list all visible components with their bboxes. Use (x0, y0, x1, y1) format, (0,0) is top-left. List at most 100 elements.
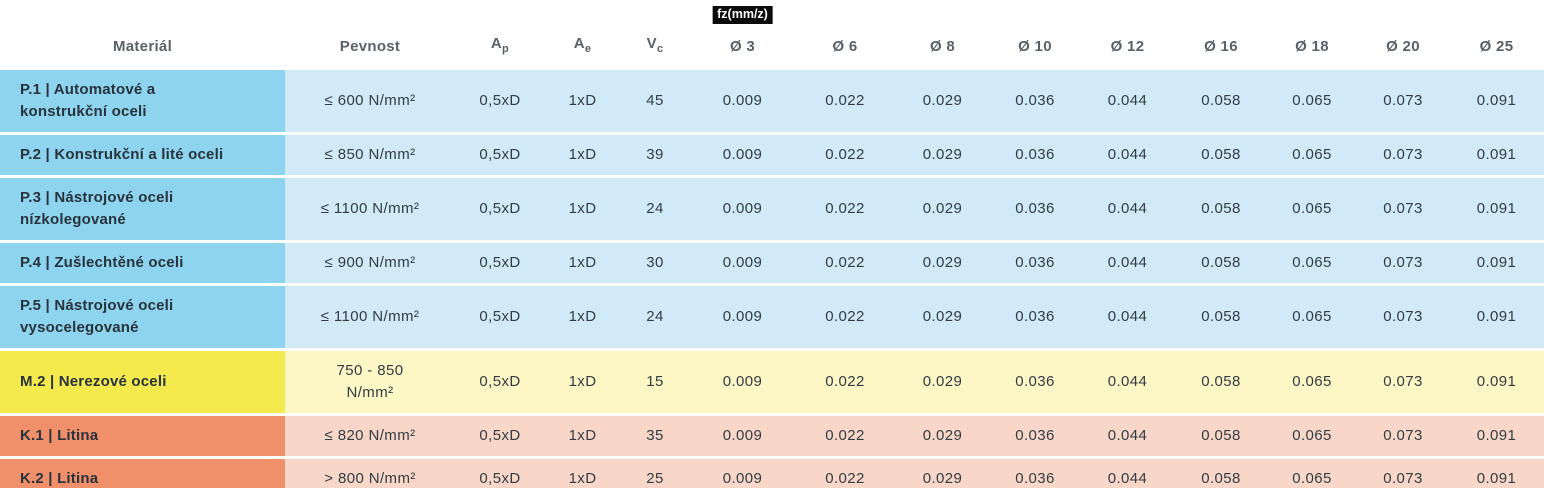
fz-cell-d20: 0.073 (1357, 240, 1449, 285)
table-row-p-2: P.3 | Nástrojové oceli nízkolegované ≤ 11… (0, 175, 1544, 242)
fz-cell-d12: 0.044 (1080, 175, 1175, 242)
fz-cell-d3: 0.009 (690, 413, 795, 458)
column-header-ae: Ae (545, 0, 620, 69)
fz-cell-d16: 0.058 (1175, 413, 1267, 458)
fz-cell-d8: 0.029 (895, 132, 990, 177)
fz-cell-d25: 0.091 (1449, 132, 1544, 177)
vc-label: V (646, 35, 657, 52)
diameter-3-label: Ø 3 (729, 38, 756, 55)
header-row: Materiál Pevnost Ap Ae Vc fz(mm/z) Ø 3 Ø… (0, 0, 1544, 69)
fz-cell-d18: 0.065 (1267, 456, 1357, 488)
vc-cell: 30 (620, 240, 690, 285)
fz-cell-d10: 0.036 (990, 67, 1080, 134)
table-row-p-1: P.2 | Konstrukční a lité oceli ≤ 850 N/mm… (0, 132, 1544, 177)
material-cell: P.5 | Nástrojové oceli vysocelegované (0, 283, 285, 350)
column-header-diameter-20: Ø 20 (1357, 0, 1449, 69)
fz-cell-d12: 0.044 (1080, 240, 1175, 285)
table-row-p-0: P.1 | Automatové a konstrukční oceli ≤ 60… (0, 67, 1544, 134)
column-header-diameter-8: Ø 8 (895, 0, 990, 69)
ap-cell: 0,5xD (455, 283, 545, 350)
fz-cell-d16: 0.058 (1175, 283, 1267, 350)
ae-cell: 1xD (545, 283, 620, 350)
fz-cell-d6: 0.022 (795, 240, 895, 285)
fz-cell-d16: 0.058 (1175, 132, 1267, 177)
fz-cell-d16: 0.058 (1175, 67, 1267, 134)
material-cell: P.1 | Automatové a konstrukční oceli (0, 67, 285, 134)
column-header-diameter-12: Ø 12 (1080, 0, 1175, 69)
fz-cell-d8: 0.029 (895, 413, 990, 458)
ap-label: A (490, 35, 503, 52)
fz-cell-d20: 0.073 (1357, 132, 1449, 177)
fz-cell-d18: 0.065 (1267, 175, 1357, 242)
material-cell: P.2 | Konstrukční a lité oceli (0, 132, 285, 177)
fz-cell-d6: 0.022 (795, 283, 895, 350)
vc-cell: 15 (620, 348, 690, 415)
fz-cell-d10: 0.036 (990, 456, 1080, 488)
fz-cell-d3: 0.009 (690, 132, 795, 177)
fz-cell-d12: 0.044 (1080, 348, 1175, 415)
fz-cell-d25: 0.091 (1449, 67, 1544, 134)
fz-cell-d6: 0.022 (795, 413, 895, 458)
fz-cell-d3: 0.009 (690, 67, 795, 134)
vc-cell: 24 (620, 283, 690, 350)
fz-cell-d10: 0.036 (990, 413, 1080, 458)
fz-cell-d8: 0.029 (895, 348, 990, 415)
column-header-diameter-16: Ø 16 (1175, 0, 1267, 69)
fz-cell-d18: 0.065 (1267, 348, 1357, 415)
column-header-ap: Ap (455, 0, 545, 69)
fz-cell-d16: 0.058 (1175, 348, 1267, 415)
material-cell: K.2 | Litina (0, 456, 285, 488)
fz-cell-d16: 0.058 (1175, 175, 1267, 242)
ap-cell: 0,5xD (455, 348, 545, 415)
ap-cell: 0,5xD (455, 67, 545, 134)
fz-cell-d18: 0.065 (1267, 240, 1357, 285)
fz-cell-d20: 0.073 (1357, 67, 1449, 134)
vc-cell: 25 (620, 456, 690, 488)
column-header-diameter-6: Ø 6 (795, 0, 895, 69)
vc-cell: 24 (620, 175, 690, 242)
fz-cell-d8: 0.029 (895, 175, 990, 242)
fz-cell-d8: 0.029 (895, 456, 990, 488)
table-body: P.1 | Automatové a konstrukční oceli ≤ 60… (0, 67, 1544, 488)
fz-cell-d6: 0.022 (795, 132, 895, 177)
fz-cell-d25: 0.091 (1449, 456, 1544, 488)
ae-cell: 1xD (545, 240, 620, 285)
material-cell: P.3 | Nástrojové oceli nízkolegované (0, 175, 285, 242)
column-header-diameter-25: Ø 25 (1449, 0, 1544, 69)
fz-cell-d6: 0.022 (795, 175, 895, 242)
fz-cell-d18: 0.065 (1267, 413, 1357, 458)
fz-cell-d12: 0.044 (1080, 456, 1175, 488)
fz-cell-d3: 0.009 (690, 283, 795, 350)
fz-cell-d25: 0.091 (1449, 175, 1544, 242)
fz-cell-d20: 0.073 (1357, 456, 1449, 488)
fz-unit-badge: fz(mm/z) (712, 6, 773, 24)
material-cell: P.4 | Zušlechtěné oceli (0, 240, 285, 285)
table-row-p-3: P.4 | Zušlechtěné oceli ≤ 900 N/mm² 0,5xD 1… (0, 240, 1544, 285)
vc-cell: 39 (620, 132, 690, 177)
fz-cell-d10: 0.036 (990, 240, 1080, 285)
fz-cell-d20: 0.073 (1357, 175, 1449, 242)
fz-cell-d12: 0.044 (1080, 132, 1175, 177)
ap-cell: 0,5xD (455, 413, 545, 458)
ap-cell: 0,5xD (455, 456, 545, 488)
ae-cell: 1xD (545, 175, 620, 242)
fz-cell-d10: 0.036 (990, 132, 1080, 177)
pevnost-cell: 750 - 850 N/mm² (285, 348, 455, 415)
ap-cell: 0,5xD (455, 132, 545, 177)
ae-cell: 1xD (545, 132, 620, 177)
fz-cell-d12: 0.044 (1080, 413, 1175, 458)
fz-cell-d3: 0.009 (690, 240, 795, 285)
fz-cell-d18: 0.065 (1267, 67, 1357, 134)
fz-cell-d20: 0.073 (1357, 413, 1449, 458)
fz-cell-d3: 0.009 (690, 175, 795, 242)
pevnost-cell: ≤ 850 N/mm² (285, 132, 455, 177)
fz-cell-d8: 0.029 (895, 67, 990, 134)
ae-cell: 1xD (545, 67, 620, 134)
pevnost-cell: ≤ 1100 N/mm² (285, 175, 455, 242)
pevnost-cell: ≤ 1100 N/mm² (285, 283, 455, 350)
ae-subscript: e (584, 43, 592, 55)
fz-cell-d16: 0.058 (1175, 456, 1267, 488)
pevnost-cell: > 800 N/mm² (285, 456, 455, 488)
fz-cell-d16: 0.058 (1175, 240, 1267, 285)
